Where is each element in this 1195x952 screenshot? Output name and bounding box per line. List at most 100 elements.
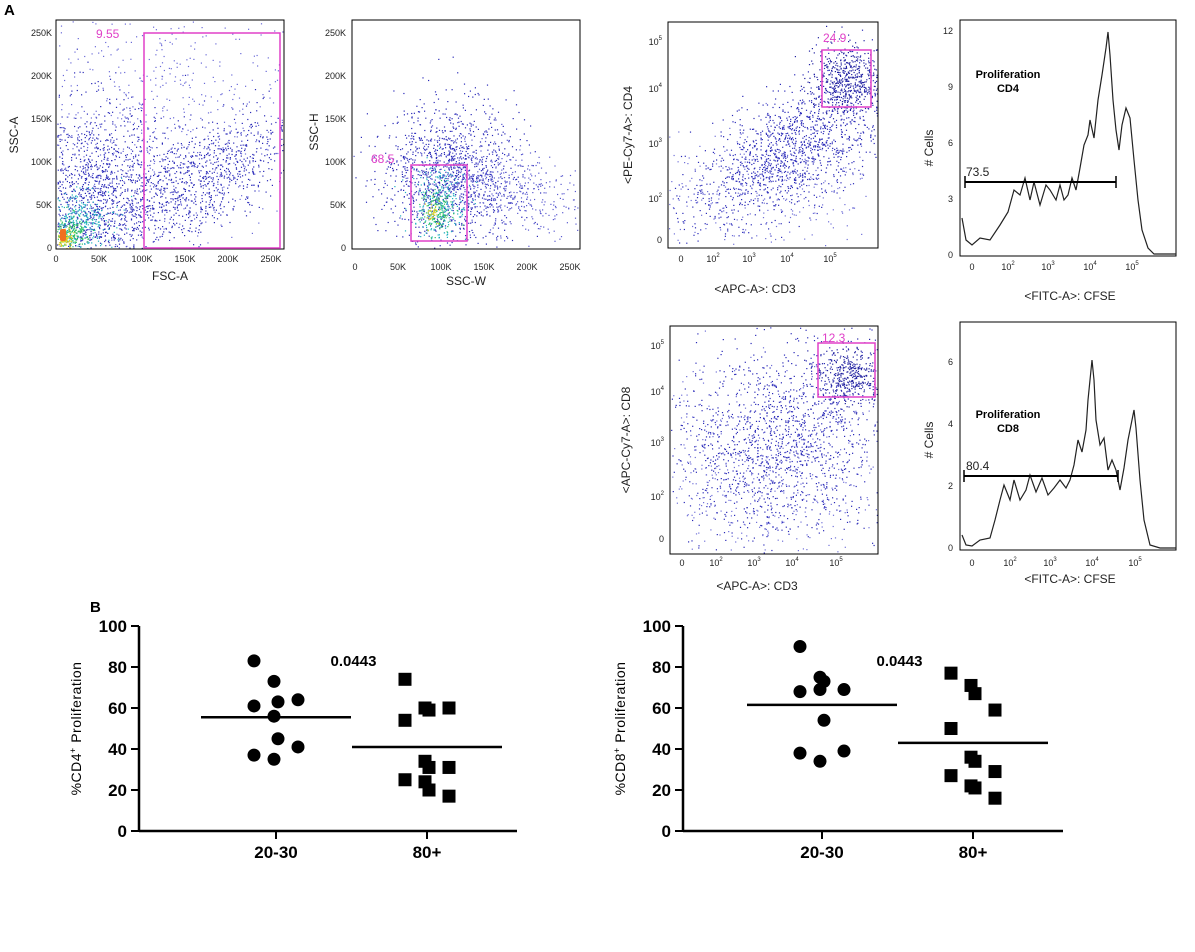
p-value-label: 0.0443 xyxy=(877,653,923,670)
p2-xtick: 150K xyxy=(473,262,494,272)
p3-log-ticks: 0 102 103 104 105 0 102 103 104 105 xyxy=(649,36,838,264)
y-tick-label: 100 xyxy=(643,617,671,636)
p3-ylabel: <PE-Cy7-A>: CD4 xyxy=(621,86,635,184)
flow-plot-ssc-singlets: 68.5 0 50K 100K 150K 200K 250K 0 50K 100… xyxy=(307,19,581,288)
log-xtick: 103 xyxy=(1043,557,1057,568)
p3-scatter-cloud xyxy=(669,25,879,247)
data-point-circle xyxy=(247,654,261,668)
p1-ytick: 250K xyxy=(31,28,52,38)
flow-histogram-cd8: 80.4 Proliferation CD8 0 2 4 6 0 102 103 10… xyxy=(922,321,1177,586)
p6-histogram-trace xyxy=(961,359,1176,549)
p1-xtick: 0 xyxy=(53,254,58,264)
p2-gate-value: 68.5 xyxy=(371,152,395,166)
p4-title-line2: CD4 xyxy=(997,83,1020,95)
p1-ytick: 0 xyxy=(47,243,52,253)
p4-ylabel: # Cells xyxy=(922,130,936,167)
p2-xtick: 100K xyxy=(430,262,451,272)
p2-ytick: 250K xyxy=(325,28,346,38)
p1-gate-value: 9.55 xyxy=(96,27,120,41)
p4-ytick: 9 xyxy=(948,82,953,92)
y-tick-label: 100 xyxy=(99,617,127,636)
data-point-circle xyxy=(247,699,261,713)
p-value-label: 0.0443 xyxy=(331,653,377,670)
p2-ytick: 0 xyxy=(341,243,346,253)
p6-y-ticks: 0 2 4 6 xyxy=(948,357,953,553)
p3-xlabel: <APC-A>: CD3 xyxy=(714,282,796,296)
log-xtick-zero: 0 xyxy=(969,262,974,272)
log-xtick-zero: 0 xyxy=(969,558,974,568)
p3-gate xyxy=(821,49,872,108)
p2-xtick: 250K xyxy=(559,262,580,272)
p1-ytick: 150K xyxy=(31,114,52,124)
p1-xtick: 100K xyxy=(131,254,152,264)
data-point-square xyxy=(944,666,958,680)
log-ytick: 102 xyxy=(649,193,663,204)
data-point-square xyxy=(398,773,412,787)
data-point-square xyxy=(944,722,958,735)
log-xtick: 104 xyxy=(780,253,794,264)
log-ytick-zero: 0 xyxy=(657,235,662,245)
p2-scatter-cloud xyxy=(353,56,579,249)
p6-ytick: 4 xyxy=(948,419,953,429)
p1-y-ticks: 0 50K 100K 150K 200K 250K xyxy=(31,28,52,253)
log-xtick: 105 xyxy=(1128,557,1142,568)
log-xtick: 105 xyxy=(823,253,837,264)
data-point-circle xyxy=(271,695,285,709)
p1-xtick: 200K xyxy=(217,254,238,264)
p4-ytick: 6 xyxy=(948,138,953,148)
p1-xtick: 150K xyxy=(174,254,195,264)
flow-plot-cd3-cd8: 12.3 0 102 103 104 105 0 102 103 104 105 <APC-A>:… xyxy=(619,325,879,593)
log-xtick-zero: 0 xyxy=(678,254,683,264)
y-tick-label: 40 xyxy=(652,740,671,759)
cd4-proliferation-chart: 0 20 40 60 80 100 20-30 80+ %CD4+ Proliferation 0… xyxy=(68,617,517,862)
p6-log-ticks: 0 102 103 104 105 xyxy=(969,557,1142,568)
p5-gate xyxy=(817,342,876,398)
log-xtick: 105 xyxy=(829,557,843,568)
y-axis-label: %CD4+ Proliferation xyxy=(68,662,84,796)
panel-a-label: A xyxy=(4,2,15,19)
data-point-square xyxy=(988,703,1002,717)
p2-ytick: 100K xyxy=(325,157,346,167)
data-point-circle xyxy=(817,713,831,727)
p4-ytick: 12 xyxy=(943,26,953,36)
data-point-square xyxy=(968,781,982,795)
y-tick-label: 40 xyxy=(108,740,127,759)
p2-ytick: 200K xyxy=(325,71,346,81)
data-point-square xyxy=(442,760,456,774)
data-point-circle xyxy=(793,746,807,760)
p4-log-ticks: 0 102 103 104 105 xyxy=(969,261,1139,272)
p1-xtick: 250K xyxy=(260,254,281,264)
data-point-square xyxy=(422,783,436,797)
log-ytick: 104 xyxy=(651,386,665,397)
data-point-square xyxy=(442,789,456,803)
p6-frame xyxy=(959,321,1177,551)
p2-xlabel: SSC-W xyxy=(446,274,487,288)
log-ytick: 103 xyxy=(649,138,663,149)
x-tick-label: 20-30 xyxy=(254,843,297,862)
p2-gate xyxy=(410,164,468,242)
p2-xtick: 50K xyxy=(390,262,406,272)
p5-ylabel: <APC-Cy7-A>: CD8 xyxy=(619,386,633,493)
log-ytick: 105 xyxy=(651,340,665,351)
p3-gate-value: 24.9 xyxy=(823,31,847,45)
p6-title-line1: Proliferation xyxy=(976,409,1041,421)
x-tick-label: 20-30 xyxy=(800,843,843,862)
data-point-circle xyxy=(271,732,285,746)
data-point-square xyxy=(968,754,982,768)
p6-xlabel: <FITC-A>: CFSE xyxy=(1024,572,1115,586)
p5-scatter-cloud xyxy=(671,327,878,554)
p3-frame xyxy=(667,21,879,249)
y-tick-label: 60 xyxy=(652,699,671,718)
p1-xlabel: FSC-A xyxy=(152,269,188,283)
p4-frame xyxy=(959,19,1177,257)
cd8-proliferation-chart: 0 20 40 60 80 100 20-30 80+ %CD8+ Proliferation 0… xyxy=(612,617,1063,862)
flow-plot-fsc-ssc: 9.55 0 50K 100K 150K 200K 250K 0 50K 100… xyxy=(7,19,285,283)
log-xtick: 102 xyxy=(706,253,720,264)
x-tick-label: 80+ xyxy=(413,843,442,862)
p6-title-line2: CD8 xyxy=(997,423,1019,435)
p1-ytick: 50K xyxy=(36,200,52,210)
x-tick-label: 80+ xyxy=(959,843,988,862)
p1-ytick: 100K xyxy=(31,157,52,167)
data-point-circle xyxy=(291,693,305,707)
